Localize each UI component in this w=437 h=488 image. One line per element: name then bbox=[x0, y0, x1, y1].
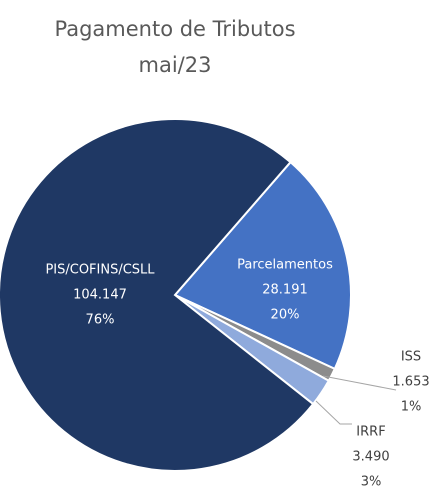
category-label: Parcelamentos bbox=[237, 258, 333, 273]
value-label: 1.653 bbox=[392, 375, 429, 390]
category-label: ISS bbox=[401, 350, 421, 365]
slice bbox=[173, 160, 352, 371]
chart-title: Pagamento de Tributos bbox=[54, 17, 295, 41]
percent-label: 3% bbox=[361, 475, 382, 488]
category-label: IRRF bbox=[356, 425, 385, 440]
pie bbox=[0, 118, 352, 472]
data-labels: Parcelamentos 28.191 20% ISS 1.653 1% IRRF 3.49… bbox=[45, 258, 429, 488]
slice bbox=[0, 118, 315, 472]
percent-label: 1% bbox=[401, 400, 422, 415]
value-label: 104.147 bbox=[73, 288, 127, 303]
value-label: 3.490 bbox=[352, 450, 389, 465]
percent-label: 20% bbox=[271, 308, 300, 323]
leader-line bbox=[315, 400, 352, 425]
value-label: 28.191 bbox=[262, 283, 308, 298]
percent-label: 76% bbox=[86, 313, 115, 328]
category-label: PIS/COFINS/CSLL bbox=[45, 263, 155, 278]
leader-line bbox=[322, 375, 397, 391]
chart-subtitle: mai/23 bbox=[139, 53, 212, 77]
